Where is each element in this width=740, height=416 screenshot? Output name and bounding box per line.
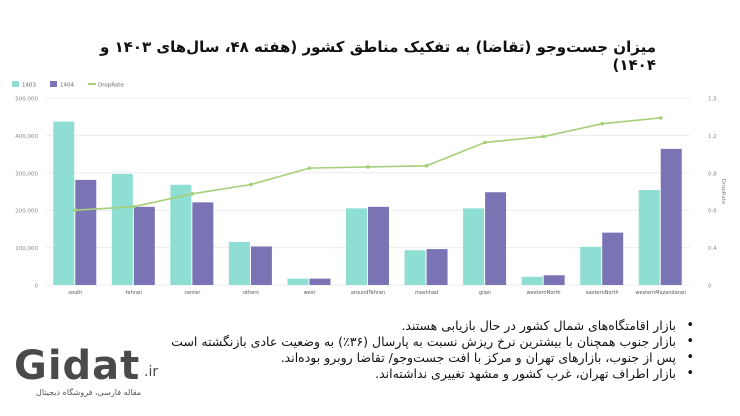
droprate-point bbox=[132, 204, 136, 209]
y-left-tick-label: 100,000 bbox=[15, 246, 38, 252]
droprate-point bbox=[424, 163, 429, 168]
bar-1404 bbox=[192, 202, 214, 285]
logo-domain: .ir bbox=[144, 364, 159, 380]
droprate-point bbox=[249, 182, 253, 187]
x-tick-label: south bbox=[68, 290, 82, 296]
x-tick-label: west bbox=[304, 290, 316, 296]
droprate-point bbox=[307, 166, 312, 170]
finding-item: بازار جنوب همچنان با بیشترین نرخ ریزش نس… bbox=[134, 334, 694, 350]
x-tick-label: mashhad bbox=[415, 290, 438, 296]
droprate-point bbox=[190, 192, 195, 196]
droprate-point bbox=[658, 116, 663, 120]
x-tick-label: easternNorth bbox=[586, 290, 619, 296]
droprate-point bbox=[600, 121, 604, 126]
y-left-tick-label: 0 bbox=[35, 284, 39, 290]
x-tick-label: others bbox=[243, 290, 259, 296]
legend-label-DropRate: DropRate bbox=[98, 83, 124, 89]
x-tick-label: center bbox=[184, 290, 201, 296]
logo-tagline: مقاله فارسی، فروشگاه دیجیتال bbox=[36, 388, 142, 397]
y-right-tick-label: 1.2 bbox=[708, 134, 717, 140]
site-logo: Gidat .ir مقاله فارسی، فروشگاه دیجیتال bbox=[14, 344, 174, 404]
bar-line-chart: 0 100,000 200,000 300,000 400,000 500,000 0 0.4… bbox=[12, 81, 726, 296]
finding-item: بازار اقامتگاه‌های شمال کشور در حال بازی… bbox=[134, 318, 694, 334]
legend-label-1403: 1403 bbox=[22, 83, 36, 89]
bar-1404 bbox=[426, 249, 448, 285]
legend-swatch-1403 bbox=[12, 81, 19, 87]
x-tick-label: westernNorth bbox=[527, 290, 561, 296]
y-left-tick-label: 500,000 bbox=[15, 97, 38, 103]
logo-wordmark: Gidat bbox=[14, 343, 141, 389]
bar-1403 bbox=[228, 241, 250, 285]
finding-item: پس از جنوب، بازارهای تهران و مرکز با افت… bbox=[134, 350, 694, 366]
bar-1404 bbox=[660, 148, 682, 285]
bar-1403 bbox=[53, 121, 75, 285]
y-right-axis-label: DropRate bbox=[720, 179, 726, 205]
legend-swatch-1404 bbox=[50, 81, 57, 87]
chart-area: 0 100,000 200,000 300,000 400,000 500,000 0 0.4… bbox=[0, 70, 740, 310]
bar-1403 bbox=[111, 173, 133, 285]
bar-1404 bbox=[368, 206, 389, 285]
y-left-tick-label: 400,000 bbox=[15, 134, 38, 140]
y-right-tick-label: 0.6 bbox=[708, 209, 717, 215]
bar-1403 bbox=[580, 246, 602, 285]
bar-1403 bbox=[170, 184, 192, 285]
bar-1404 bbox=[75, 179, 97, 285]
y-left-tick-label: 200,000 bbox=[15, 209, 38, 215]
bar-1404 bbox=[543, 275, 565, 285]
y-right-tick-label: 0.4 bbox=[708, 246, 717, 252]
bar-1403 bbox=[346, 208, 367, 285]
droprate-point bbox=[483, 140, 487, 145]
droprate-line bbox=[75, 117, 661, 211]
y-right-tick-label: 1.5 bbox=[708, 97, 717, 103]
chart-title: میزان جست‌وجو (تقاضا) به تفکیک مناطق کشو… bbox=[99, 38, 656, 74]
legend-label-1404: 1404 bbox=[60, 83, 74, 89]
y-right-tick-label: 0.8 bbox=[708, 171, 717, 177]
x-tick-label: aroundTehran bbox=[351, 290, 385, 296]
y-left-tick-label: 300,000 bbox=[15, 171, 38, 177]
y-right-tick-label: 0 bbox=[708, 284, 712, 290]
bar-1404 bbox=[485, 192, 507, 285]
bar-1403 bbox=[287, 278, 309, 285]
x-tick-label: westernMazandaran bbox=[635, 290, 686, 296]
droprate-point bbox=[73, 208, 78, 212]
finding-item: بازار اطراف تهران، غرب کشور و مشهد تغییر… bbox=[134, 366, 694, 382]
droprate-point bbox=[366, 165, 370, 169]
bar-1403 bbox=[404, 250, 426, 285]
droprate-point bbox=[541, 134, 546, 139]
bar-1404 bbox=[133, 206, 155, 285]
x-tick-label: gilan bbox=[479, 290, 491, 296]
bar-1403 bbox=[521, 276, 543, 285]
findings-list: بازار اقامتگاه‌های شمال کشور در حال بازی… bbox=[134, 318, 694, 382]
bar-1403 bbox=[463, 208, 485, 285]
bar-1404 bbox=[309, 278, 331, 285]
bar-1404 bbox=[602, 232, 624, 285]
x-tick-label: tehran bbox=[126, 290, 143, 296]
bar-1404 bbox=[250, 246, 272, 285]
bar-1403 bbox=[638, 190, 660, 285]
